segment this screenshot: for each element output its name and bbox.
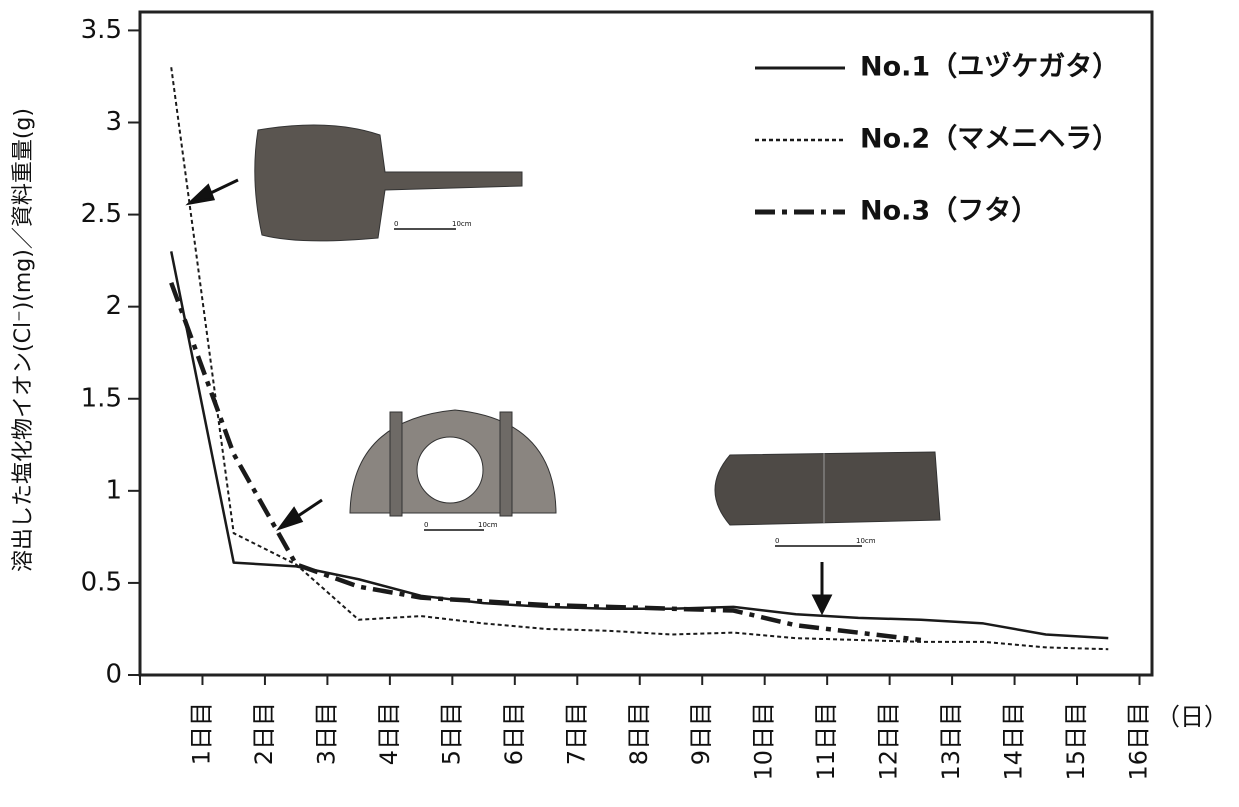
- scale-label: 10cm: [478, 521, 498, 529]
- x-tick-label: 16日目: [1125, 702, 1153, 781]
- x-tick-label: 1日目: [187, 702, 215, 765]
- series-line: [170, 251, 1109, 640]
- photo-lid: 0 10cm: [349, 409, 557, 531]
- x-tick-label: 14日目: [1000, 702, 1028, 781]
- y-tick-label: 3: [105, 107, 122, 137]
- x-tick-label: 13日目: [937, 702, 965, 781]
- x-tick-label: 10日目: [750, 702, 778, 781]
- y-tick-label: 1: [105, 475, 122, 505]
- y-tick-label: 0: [105, 660, 122, 690]
- series-line: [169, 281, 922, 643]
- scale-label: 10cm: [452, 220, 472, 228]
- y-tick-label: 0.5: [81, 567, 122, 597]
- photo-stick: 0 10cm: [714, 451, 941, 547]
- legend-label: No.3（フタ）: [860, 196, 1038, 227]
- y-tick-label: 3.5: [81, 15, 122, 45]
- x-tick-label: 7日目: [562, 702, 590, 765]
- scale-label: 0: [424, 521, 428, 529]
- x-tick-label: 8日目: [625, 702, 653, 765]
- plot-frame: [138, 10, 1154, 677]
- y-axis-label: 溶出した塩化物イオン(Cl⁻)(mg)／資料重量(g): [11, 108, 36, 572]
- scale-label: 0: [394, 220, 398, 228]
- x-tick-label: 5日目: [437, 702, 465, 765]
- x-tick-label: 3日目: [312, 702, 340, 765]
- photo-scoop: 0 10cm: [254, 124, 523, 242]
- x-tick-label: 6日目: [500, 702, 528, 765]
- x-tick-label: 12日目: [875, 702, 903, 781]
- arrows: [185, 178, 833, 616]
- x-unit-label: （日）: [1156, 703, 1228, 731]
- legend-label: No.1（ユヅケガタ）: [860, 51, 1119, 83]
- y-tick-label: 2: [105, 291, 122, 321]
- scale-label: 0: [775, 537, 779, 545]
- y-tick-label: 1.5: [81, 383, 122, 413]
- x-tick-label: 4日目: [375, 702, 403, 765]
- y-tick-label: 2.5: [81, 199, 122, 229]
- x-tick-label: 11日目: [812, 702, 840, 781]
- scale-label: 10cm: [856, 537, 876, 545]
- x-tick-label: 15日目: [1062, 702, 1090, 781]
- legend-label: No.2（マメニヘラ）: [860, 124, 1119, 155]
- series-line: [170, 67, 1109, 651]
- x-tick-label: 9日目: [687, 702, 715, 765]
- x-tick-label: 2日目: [250, 702, 278, 765]
